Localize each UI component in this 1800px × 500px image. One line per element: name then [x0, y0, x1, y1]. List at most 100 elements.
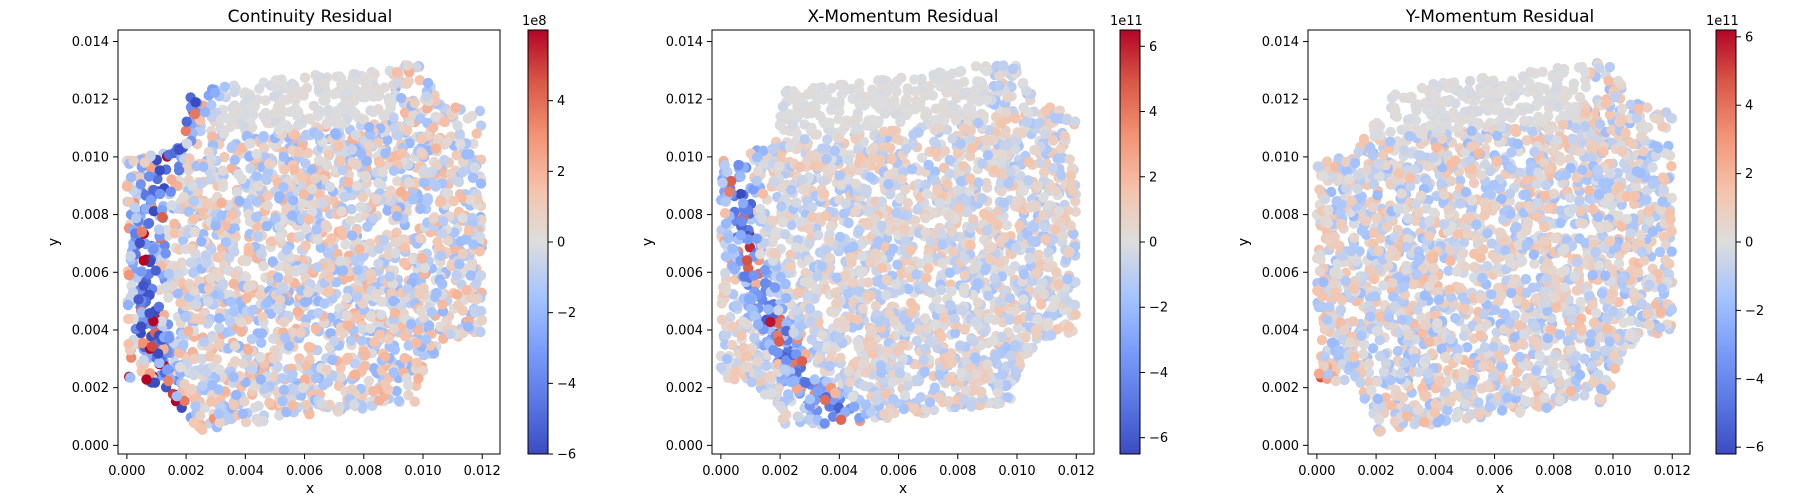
- scatter-point: [270, 81, 281, 92]
- scatter-point: [138, 255, 149, 266]
- scatter-point: [282, 122, 294, 133]
- scatter-point: [959, 324, 970, 335]
- scatter-point: [908, 402, 919, 414]
- scatter-point: [1010, 113, 1021, 124]
- scatter-point: [843, 155, 854, 166]
- scatter-point: [350, 69, 361, 80]
- scatter-point: [395, 186, 407, 198]
- scatter-point: [414, 288, 425, 299]
- scatter-point: [322, 117, 333, 129]
- scatter-point: [301, 360, 312, 371]
- scatter-point: [201, 367, 212, 378]
- scatter-point: [188, 417, 199, 428]
- scatter-point: [243, 246, 254, 258]
- scatter-point: [184, 278, 195, 290]
- scatter-point: [311, 224, 322, 235]
- scatter-point: [323, 149, 335, 160]
- scatter-point: [741, 350, 752, 361]
- colorbar-tick-label: 0: [557, 236, 565, 251]
- scatter-point: [229, 155, 240, 166]
- scatter-point: [174, 362, 186, 373]
- scatter-point: [346, 204, 357, 215]
- y-axis-label: y: [46, 238, 62, 246]
- scatter-point: [343, 97, 354, 108]
- scatter-point: [255, 289, 266, 301]
- scatter-point: [438, 216, 449, 227]
- scatter-point: [287, 369, 298, 380]
- scatter-point: [920, 227, 931, 238]
- scatter-point: [925, 236, 936, 247]
- scatter-point: [808, 82, 820, 94]
- scatter-point: [287, 210, 298, 221]
- scatter-point: [900, 184, 911, 195]
- scatter-point: [811, 283, 822, 295]
- scatter-point: [207, 379, 218, 391]
- scatter-point: [757, 188, 769, 199]
- scatter-point: [973, 76, 984, 87]
- scatter-point: [919, 343, 931, 354]
- scatter-point: [229, 86, 240, 98]
- scatter-point: [1007, 63, 1018, 75]
- scatter-point: [415, 203, 426, 214]
- scatter-point: [791, 97, 803, 108]
- scatter-point: [944, 267, 956, 278]
- colorbar: [527, 29, 549, 455]
- scatter-point: [359, 75, 370, 87]
- scatter-point: [455, 139, 466, 150]
- scatter-point: [1029, 144, 1040, 156]
- scatter-point: [269, 91, 280, 102]
- scatter-point: [152, 173, 163, 185]
- scatter-point: [735, 229, 747, 241]
- scatter-point: [228, 371, 239, 383]
- scatter-point: [793, 287, 804, 298]
- scatter-point: [401, 373, 412, 384]
- scatter-point: [175, 297, 186, 308]
- scatter-point: [220, 237, 232, 248]
- scatter-point: [216, 114, 227, 125]
- scatter-point: [887, 243, 899, 254]
- scatter-point: [241, 292, 252, 304]
- scatter-point: [775, 401, 786, 412]
- scatter-point: [448, 196, 459, 207]
- scatter-point: [278, 316, 290, 328]
- scatter-point: [853, 84, 865, 96]
- scatter-point: [272, 272, 284, 283]
- scatter-point: [203, 296, 214, 307]
- scatter-point: [457, 212, 468, 223]
- scatter-point: [335, 371, 347, 383]
- scatter-point: [398, 257, 410, 268]
- scatter-point: [227, 141, 238, 152]
- scatter-point: [468, 239, 479, 250]
- scatter-point: [330, 128, 341, 139]
- scatter-point: [739, 271, 750, 282]
- scatter-point: [465, 270, 476, 281]
- colorbar-tick-label: 2: [557, 165, 565, 180]
- scatter-point: [157, 211, 168, 223]
- scatter-point: [419, 177, 430, 188]
- scatter-point: [422, 195, 434, 206]
- scatter-point: [238, 120, 250, 132]
- scatter-point: [1065, 170, 1077, 181]
- scatter-point: [1018, 102, 1029, 113]
- scatter-point: [246, 364, 258, 375]
- scatter-point: [154, 165, 166, 176]
- scatter-point: [970, 61, 982, 72]
- panel-continuity: Continuity Residual 0.000 0.002 0.004 0.006…: [46, 7, 576, 497]
- scatter-point: [893, 134, 904, 145]
- scatter-point: [843, 365, 854, 377]
- scatter-point: [967, 143, 978, 154]
- scatter-point: [1018, 185, 1029, 196]
- scatter-point: [213, 339, 224, 350]
- scatter-point: [908, 129, 919, 140]
- scatter-point: [863, 277, 874, 288]
- scatter-point: [233, 169, 244, 180]
- scatter-point: [258, 261, 269, 272]
- scatter-point: [824, 360, 835, 372]
- scatter-point: [209, 87, 221, 98]
- scatter-point: [813, 353, 824, 364]
- scatter-point: [310, 324, 322, 335]
- scatter-point: [911, 335, 923, 347]
- scatter-point: [328, 335, 340, 347]
